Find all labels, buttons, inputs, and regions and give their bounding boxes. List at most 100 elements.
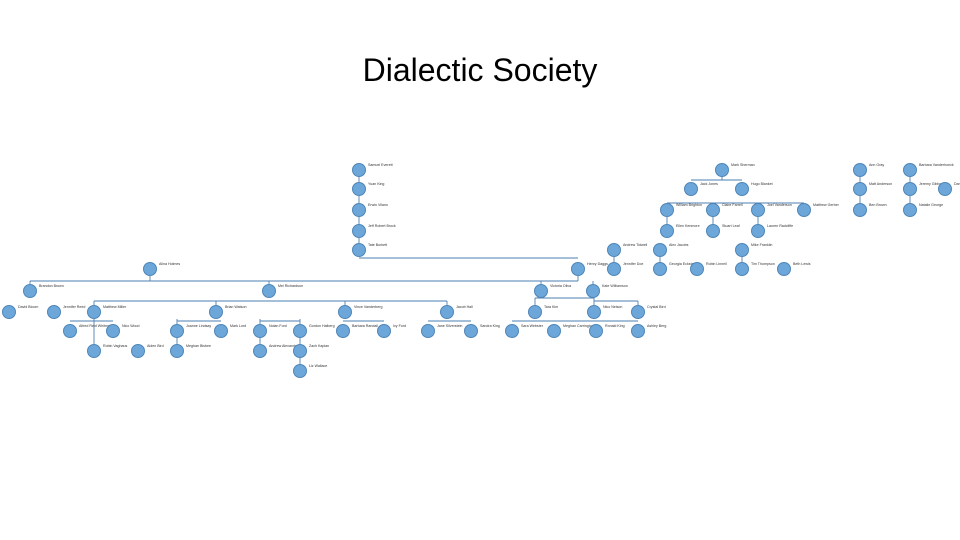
member-name-label: Ivy Ford: [393, 324, 406, 328]
member-circle-icon: [534, 284, 548, 298]
member-circle-icon: [293, 344, 307, 358]
member-circle-icon: [352, 163, 366, 177]
member-name-label: Jeff Robert Brock: [368, 224, 396, 228]
member-circle-icon: [131, 344, 145, 358]
member-circle-icon: [253, 344, 267, 358]
member-circle-icon: [253, 324, 267, 338]
member-name-label: Jack Jones: [700, 182, 718, 186]
member-name-label: Alina Holmes: [159, 262, 181, 266]
member-name-label: Jennifer Doe: [623, 262, 644, 266]
member-circle-icon: [631, 305, 645, 319]
member-name-label: Crystal Bird: [647, 305, 666, 309]
member-circle-icon: [903, 182, 917, 196]
member-name-label: Brandon Brown: [39, 284, 64, 288]
member-name-label: Aiden Bird: [147, 344, 164, 348]
member-circle-icon: [2, 305, 16, 319]
member-circle-icon: [338, 305, 352, 319]
member-circle-icon: [214, 324, 228, 338]
member-name-label: Victoria Oliva: [550, 284, 572, 288]
member-name-label: Meghan Bisbee: [186, 344, 211, 348]
member-circle-icon: [938, 182, 952, 196]
member-circle-icon: [903, 163, 917, 177]
member-name-label: Stuart Leaf: [722, 224, 740, 228]
member-circle-icon: [607, 243, 621, 257]
member-circle-icon: [587, 305, 601, 319]
member-name-label: Andrew Alexander: [269, 344, 299, 348]
member-name-label: Matthew Miller: [103, 305, 127, 309]
member-circle-icon: [751, 203, 765, 217]
member-circle-icon: [87, 344, 101, 358]
member-circle-icon: [706, 224, 720, 238]
member-circle-icon: [853, 203, 867, 217]
member-circle-icon: [143, 262, 157, 276]
member-circle-icon: [23, 284, 37, 298]
member-circle-icon: [262, 284, 276, 298]
member-circle-icon: [735, 182, 749, 196]
member-name-label: Robin Linnell: [706, 262, 727, 266]
member-circle-icon: [352, 203, 366, 217]
member-name-label: Jane Silverstein: [437, 324, 463, 328]
member-circle-icon: [690, 262, 704, 276]
member-name-label: Kate Williamson: [602, 284, 628, 288]
member-circle-icon: [528, 305, 542, 319]
member-circle-icon: [571, 262, 585, 276]
member-name-label: Sandra King: [480, 324, 500, 328]
member-circle-icon: [853, 182, 867, 196]
member-name-label: Matthew Gerber: [813, 203, 839, 207]
member-circle-icon: [440, 305, 454, 319]
member-name-label: Barbara Randall: [352, 324, 378, 328]
member-name-label: Brian Watson: [225, 305, 247, 309]
member-circle-icon: [505, 324, 519, 338]
member-circle-icon: [352, 243, 366, 257]
member-name-label: Tim Thompson: [751, 262, 775, 266]
member-name-label: Nolan Ford: [269, 324, 287, 328]
member-circle-icon: [777, 262, 791, 276]
member-name-label: Lauren Radcliffe: [767, 224, 794, 228]
member-name-label: William Brighton: [676, 203, 702, 207]
member-circle-icon: [653, 243, 667, 257]
member-circle-icon: [706, 203, 720, 217]
member-name-label: Mark Lord: [230, 324, 247, 328]
member-circle-icon: [735, 262, 749, 276]
member-circle-icon: [735, 243, 749, 257]
member-name-label: Sara Webster: [521, 324, 543, 328]
member-name-label: Ashley Berg: [647, 324, 667, 328]
member-circle-icon: [586, 284, 600, 298]
member-circle-icon: [336, 324, 350, 338]
member-circle-icon: [684, 182, 698, 196]
member-name-label: Nico Nelson: [603, 305, 623, 309]
member-circle-icon: [352, 224, 366, 238]
member-name-label: Tara Kim: [544, 305, 559, 309]
member-circle-icon: [106, 324, 120, 338]
diagram-title: Dialectic Society: [362, 52, 598, 88]
member-name-label: Gordon Halberg: [309, 324, 335, 328]
member-name-label: Ronald King: [605, 324, 625, 328]
member-circle-icon: [547, 324, 561, 338]
member-name-label: David Bloom: [18, 305, 39, 309]
member-circle-icon: [607, 262, 621, 276]
member-name-label: Liz Wallace: [309, 364, 328, 368]
member-name-label: Barbara Vanderhoeck: [919, 163, 954, 167]
member-circle-icon: [352, 182, 366, 196]
member-circle-icon: [87, 305, 101, 319]
member-name-label: Mark Sherman: [731, 163, 755, 167]
member-name-label: Jennifer Reed: [63, 305, 86, 309]
member-circle-icon: [170, 324, 184, 338]
member-circle-icon: [903, 203, 917, 217]
member-name-label: Yuan King: [368, 182, 385, 186]
member-circle-icon: [377, 324, 391, 338]
member-circle-icon: [464, 324, 478, 338]
member-circle-icon: [660, 224, 674, 238]
member-name-label: Alex Jacobs: [669, 243, 689, 247]
member-name-label: Andrew Tidwell: [623, 243, 648, 247]
member-circle-icon: [853, 163, 867, 177]
member-circle-icon: [170, 344, 184, 358]
member-name-label: Vince Vanderberg: [354, 305, 383, 309]
member-name-label: Joel Vanderson: [767, 203, 792, 207]
member-name-label: Ann Gray: [869, 163, 885, 167]
member-circle-icon: [421, 324, 435, 338]
member-circle-icon: [293, 324, 307, 338]
member-name-label: Daniel Waxwell: [954, 182, 960, 186]
member-name-label: Tate Burkett: [368, 243, 388, 247]
